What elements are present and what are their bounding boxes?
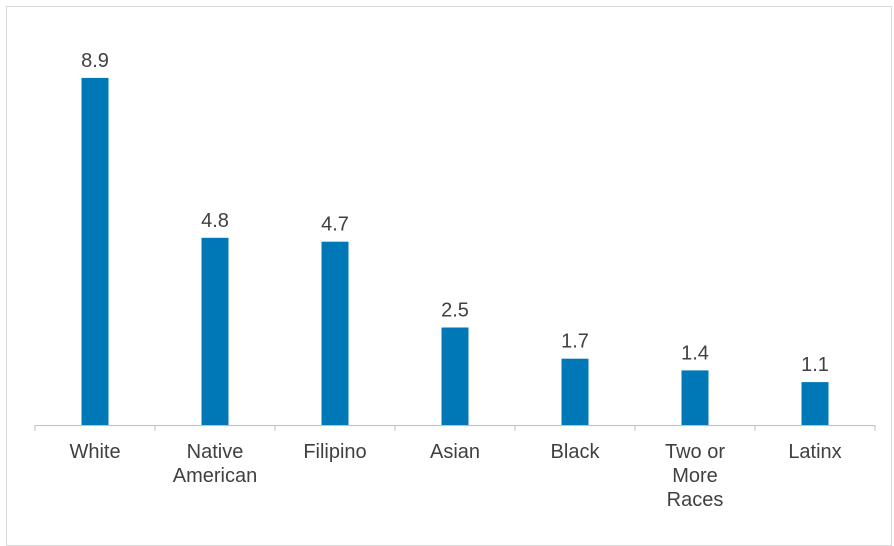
category-label: Native American — [173, 441, 257, 487]
category-label: White — [69, 441, 120, 463]
bar — [201, 237, 229, 425]
bar — [321, 241, 349, 425]
value-labels-group: 8.9 4.8 4.7 2.5 1.7 1.4 1.1 — [81, 50, 829, 376]
data-label: 1.7 — [561, 331, 589, 353]
category-label-line: Races — [667, 489, 724, 511]
data-label: 4.7 — [321, 214, 349, 236]
bar — [441, 327, 469, 425]
data-label: 4.8 — [201, 210, 229, 232]
data-label: 1.1 — [801, 354, 829, 376]
chart-frame — [6, 6, 892, 546]
category-label-line: Asian — [430, 441, 480, 463]
category-labels-group: White Native American Filipino Asian Black Two… — [69, 441, 841, 511]
bar — [801, 382, 829, 425]
category-label: Black — [551, 441, 601, 463]
bar — [81, 77, 109, 426]
category-label-line: Black — [551, 441, 601, 463]
category-label-line: Latinx — [788, 441, 841, 463]
category-label-line: White — [69, 441, 120, 463]
category-label-line: Filipino — [303, 441, 366, 463]
data-label: 2.5 — [441, 300, 469, 322]
category-label-line: More — [672, 465, 718, 487]
category-label: Two or More Races — [665, 441, 725, 511]
category-label-line: Native — [187, 441, 244, 463]
x-axis — [34, 425, 876, 431]
category-label: Asian — [430, 441, 480, 463]
data-label: 8.9 — [81, 50, 109, 72]
category-label-line: Two or — [665, 441, 725, 463]
category-label-line: American — [173, 465, 257, 487]
data-label: 1.4 — [681, 342, 709, 364]
category-label: Latinx — [788, 441, 841, 463]
category-label: Filipino — [303, 441, 366, 463]
bars-group — [81, 77, 829, 426]
bar-chart: 8.9 4.8 4.7 2.5 1.7 1.4 1.1 White Native America… — [34, 50, 876, 511]
bar — [681, 370, 709, 425]
bar — [561, 358, 589, 425]
